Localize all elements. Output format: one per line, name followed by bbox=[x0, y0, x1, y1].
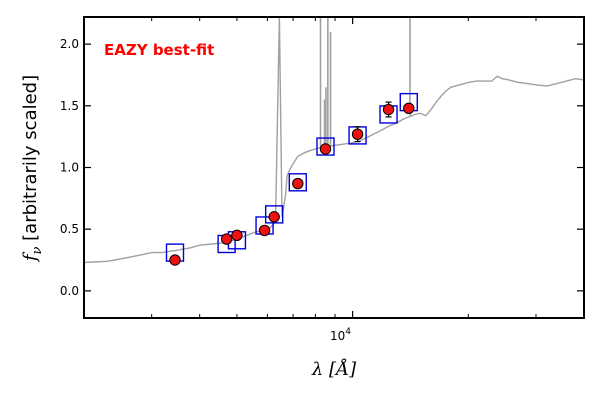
observed-flux-point-8 bbox=[351, 128, 364, 140]
y-axis-label: fν [arbitrarily scaled] bbox=[20, 75, 45, 263]
y-tick-label-5: 2.0 bbox=[60, 37, 79, 51]
observed-flux-point-2 bbox=[220, 233, 233, 245]
y-tick-label-1: 0.0 bbox=[60, 284, 79, 298]
y-tick-label-3: 1.0 bbox=[60, 161, 79, 175]
y-tick-label-2: 0.5 bbox=[60, 222, 79, 236]
model-flux-box-6 bbox=[288, 173, 307, 192]
plot-frame bbox=[83, 16, 585, 319]
observed-photometry-layer bbox=[169, 101, 415, 266]
model-flux-box-5 bbox=[264, 205, 284, 224]
model-flux-box-7 bbox=[316, 137, 335, 156]
observed-flux-point-6 bbox=[292, 177, 304, 190]
observed-flux-point-3 bbox=[231, 229, 243, 242]
axis-ticks bbox=[84, 17, 584, 318]
model-photometry-layer bbox=[165, 92, 418, 262]
observed-flux-point-1 bbox=[169, 254, 181, 266]
y-tick-labels: 0.0 0.5 1.0 1.5 2.0 bbox=[60, 37, 79, 298]
observed-flux-point-4 bbox=[258, 224, 271, 237]
y-tick-label-4: 1.5 bbox=[60, 99, 79, 113]
observed-flux-point-9 bbox=[382, 103, 395, 116]
x-axis-label: λ [Å] bbox=[311, 358, 357, 380]
x-tick-label-1e4: 104 bbox=[330, 327, 351, 343]
observed-flux-point-5 bbox=[268, 211, 280, 223]
observed-flux-point-10 bbox=[403, 102, 415, 114]
observed-flux-point-7 bbox=[319, 143, 332, 155]
annotation-label: EAZY best-fit bbox=[104, 41, 214, 59]
